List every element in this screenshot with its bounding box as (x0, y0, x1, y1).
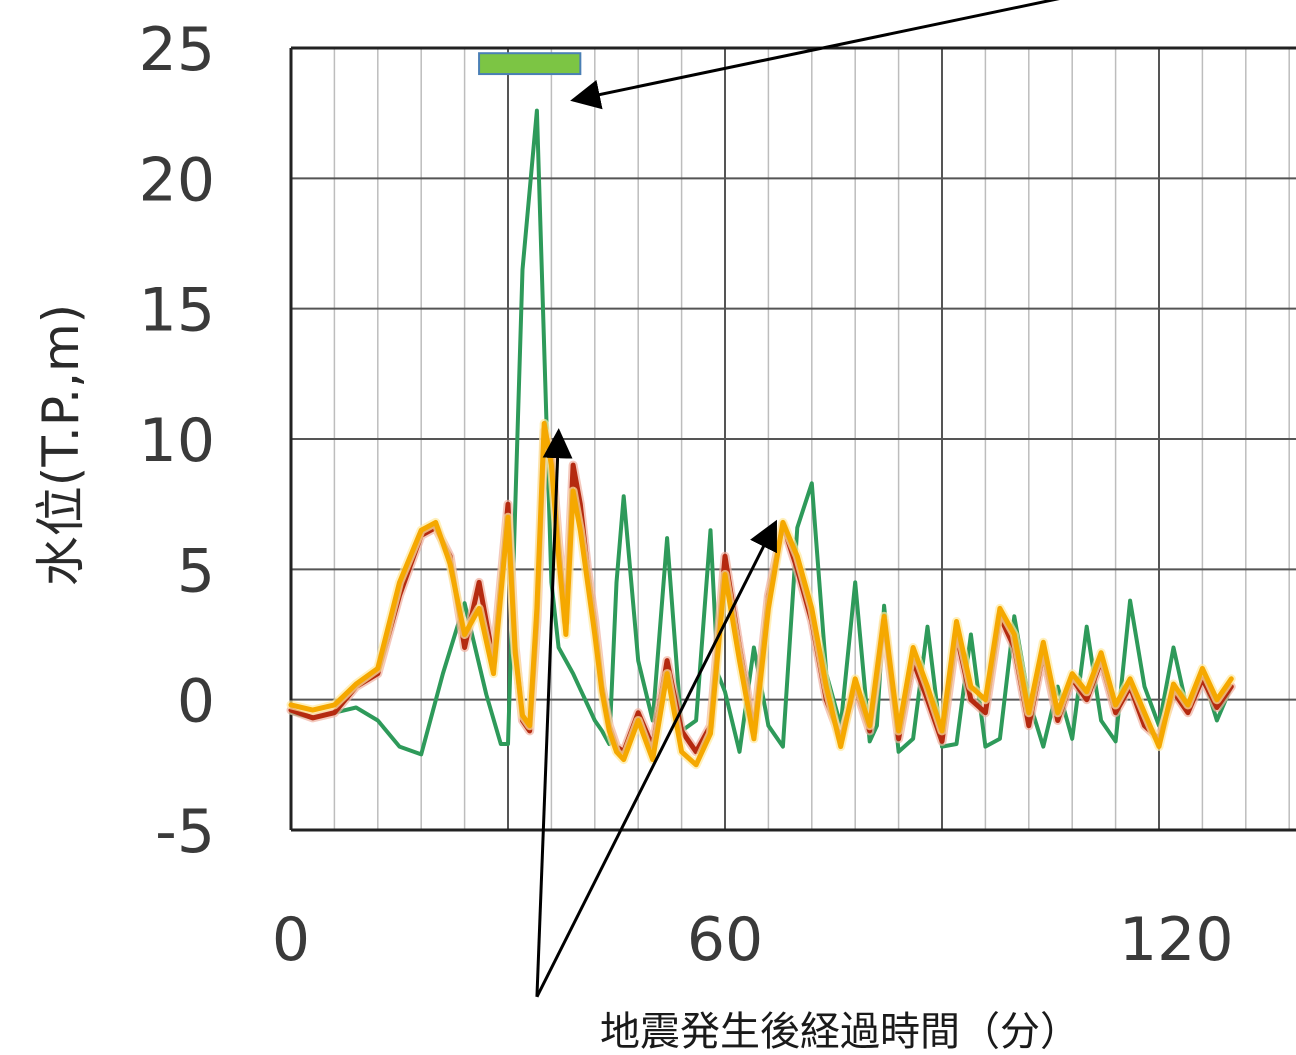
y-tick-label: 5 (177, 536, 215, 606)
series-lines (286, 108, 1236, 770)
y-tick-label: 25 (139, 15, 215, 85)
y-tick-label: -5 (155, 797, 215, 867)
annotation-arrow (570, 0, 1060, 110)
x-axis-label: 地震発生後経過時間（分） (600, 1009, 1080, 1055)
y-tick-label: 10 (139, 406, 215, 476)
x-tick-label: 120 (1119, 905, 1234, 975)
y-tick-label: 0 (177, 667, 215, 737)
annotations (478, 0, 1060, 998)
x-tick-label: 60 (687, 905, 763, 975)
y-tick-label: 20 (139, 145, 215, 215)
x-tick-label: 0 (272, 905, 310, 975)
y-tick-label: 15 (139, 276, 215, 346)
y-axis-label: 水位(T.P.,m) (32, 304, 90, 586)
highlight-bar (478, 52, 582, 76)
tick-labels: 25 20 15 10 5 0 -5 0 60 120 (139, 15, 1234, 975)
annotation-arrow (535, 428, 573, 997)
annotation-arrow (535, 519, 777, 998)
series-line (288, 420, 1234, 768)
